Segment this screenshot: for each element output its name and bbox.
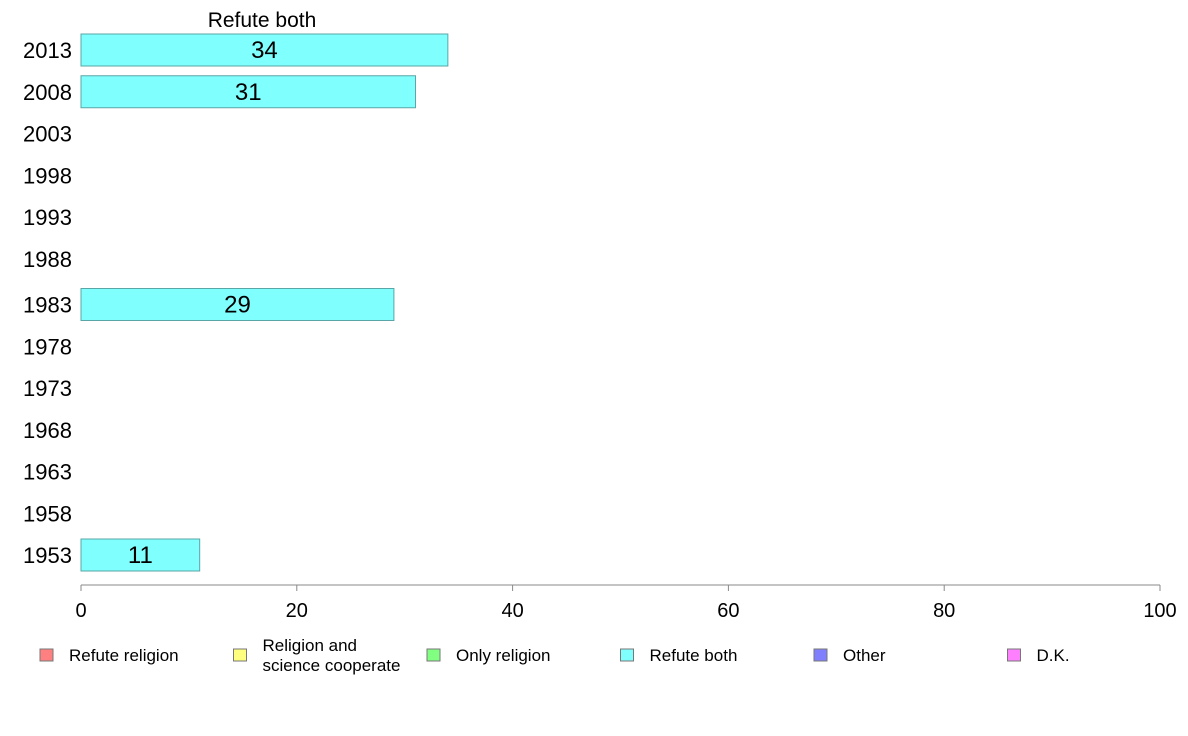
bar-value-label: 31 <box>235 79 262 106</box>
x-tick-label: 80 <box>933 600 955 622</box>
legend-label: Religion and <box>263 636 358 655</box>
y-tick-label: 1988 <box>23 247 72 272</box>
bars-layer: 34 31 29 11 <box>80 33 449 572</box>
legend-swatch <box>233 648 247 662</box>
y-axis-labels: 2013 2008 2003 1998 1993 1988 1983 1978 1973 1968… <box>23 38 72 568</box>
y-tick-label: 1998 <box>23 163 72 188</box>
y-tick-label: 2008 <box>23 80 72 105</box>
legend-swatch <box>39 648 54 662</box>
bar <box>80 538 201 572</box>
chart-title: Refute both <box>208 9 317 32</box>
legend-swatch <box>620 648 634 662</box>
y-tick-label: 1978 <box>23 334 72 359</box>
y-tick-label: 1963 <box>23 460 72 485</box>
y-tick-label: 1958 <box>23 501 72 526</box>
y-tick-label: 1953 <box>23 543 72 568</box>
y-tick-label: 1993 <box>23 205 72 230</box>
y-tick-label: 2013 <box>23 38 72 63</box>
x-tick-label: 40 <box>501 600 523 622</box>
legend-swatch <box>813 648 828 662</box>
legend-label: science cooperate <box>263 656 401 675</box>
bar <box>80 75 416 109</box>
legend-label: Other <box>843 646 886 665</box>
bar-value-label: 34 <box>251 37 278 64</box>
legend-swatch <box>1007 648 1021 662</box>
bar <box>80 288 395 321</box>
legend-label: Refute both <box>650 646 738 665</box>
y-tick-label: 1983 <box>23 293 72 318</box>
legend-label: Refute religion <box>69 646 179 665</box>
x-tick-label: 20 <box>286 600 308 622</box>
legend-label: D.K. <box>1037 646 1070 665</box>
bar-value-label: 29 <box>224 292 251 319</box>
y-tick-label: 2003 <box>23 122 72 147</box>
x-tick-label: 60 <box>717 600 739 622</box>
x-tick-label: 100 <box>1143 600 1176 622</box>
y-tick-label: 1973 <box>23 376 72 401</box>
legend-label: Only religion <box>456 646 551 665</box>
bar-value-label: 11 <box>128 542 153 569</box>
x-axis: 0 20 40 60 80 100 <box>75 584 1177 622</box>
y-tick-label: 1968 <box>23 418 72 443</box>
x-tick-label: 0 <box>75 600 86 622</box>
bar <box>80 33 449 67</box>
legend-swatch <box>426 648 441 662</box>
